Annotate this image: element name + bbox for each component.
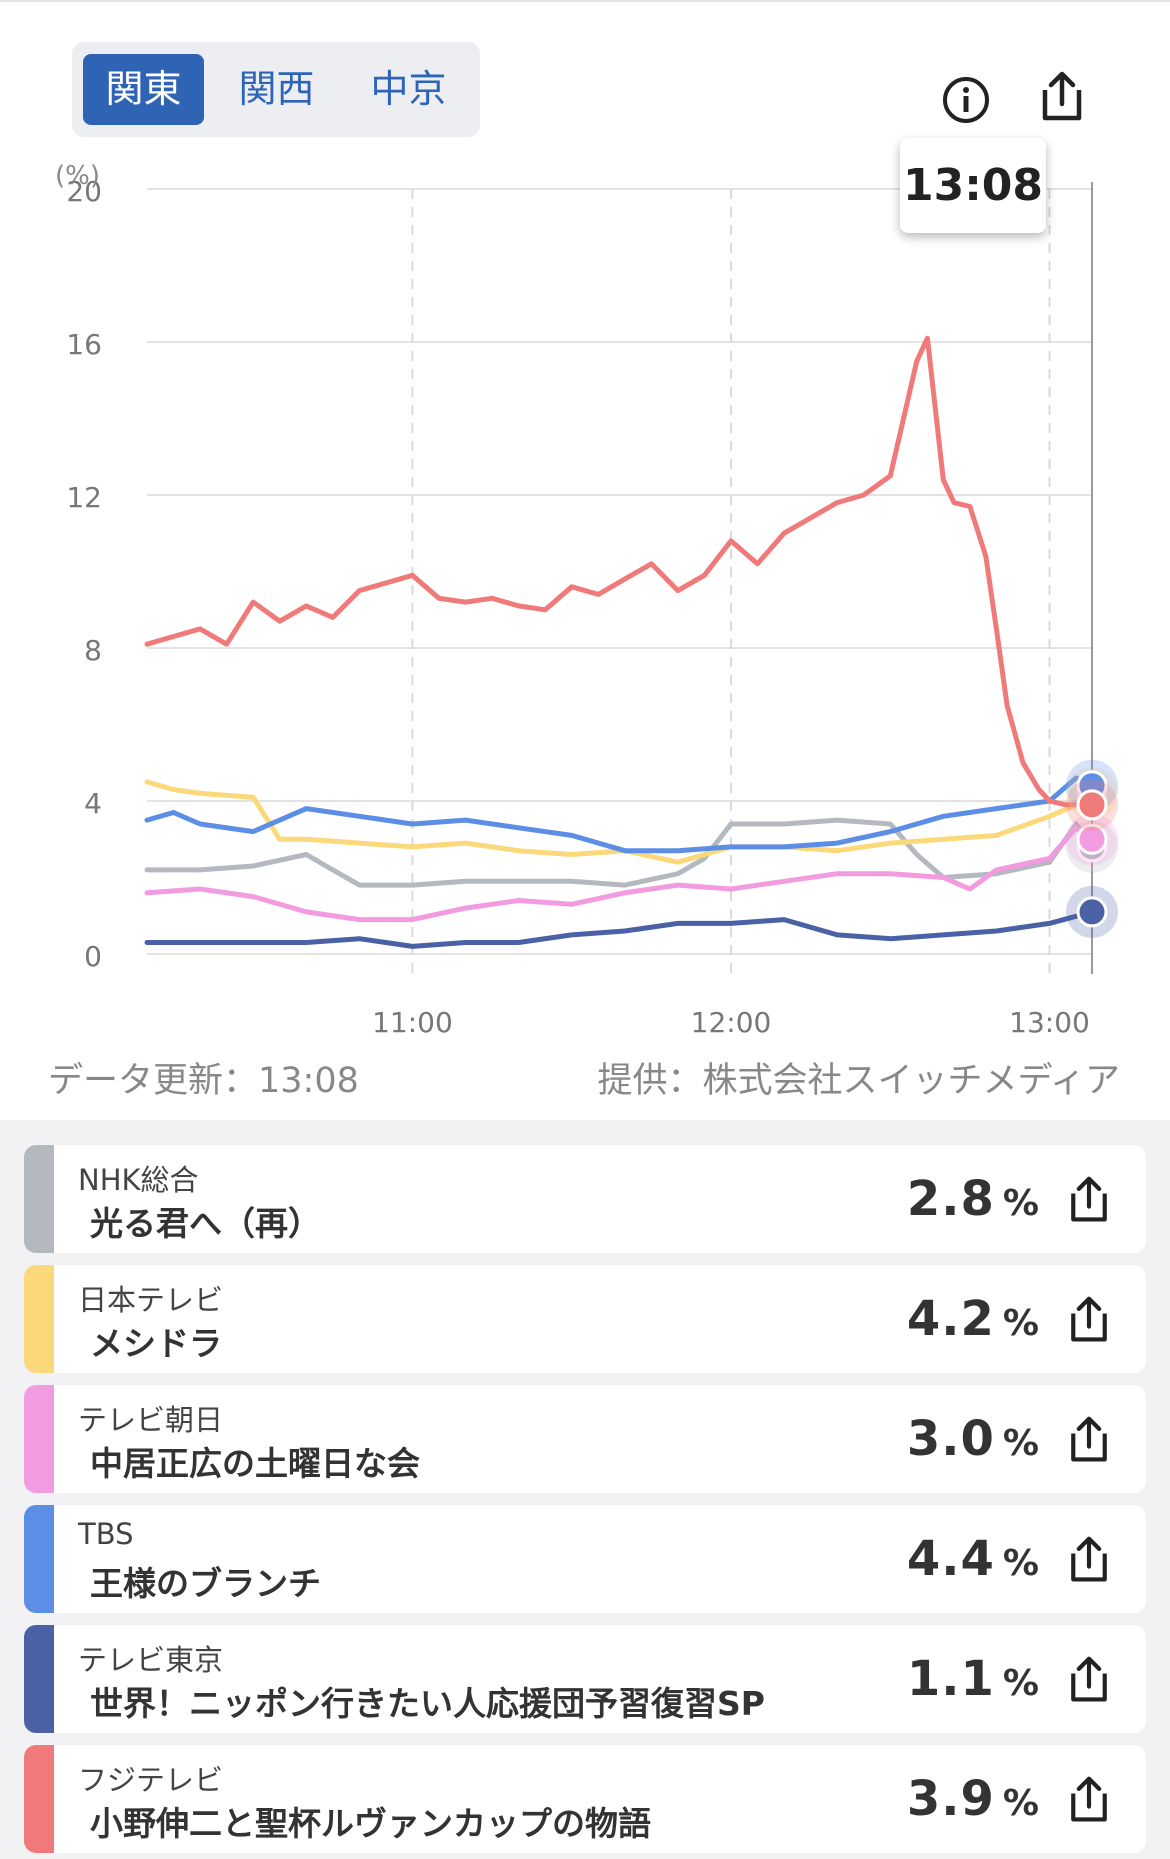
series-line-3 — [144, 775, 1095, 854]
region-tabs: 関東 関西 中京 — [72, 42, 480, 137]
channel-name: テレビ朝日 — [78, 1403, 224, 1437]
share-icon[interactable] — [1064, 1775, 1114, 1829]
series-line-4 — [144, 909, 1095, 949]
rating-value: 3.9% — [906, 1771, 1040, 1827]
y-tick-label: 16 — [66, 328, 102, 361]
y-tick-label: 12 — [66, 481, 102, 514]
channel-name: フジテレビ — [78, 1763, 224, 1797]
series-marker-4 — [1076, 896, 1108, 928]
rating-value: 4.2% — [906, 1291, 1040, 1347]
data-updated-label: データ更新：13:08 — [48, 1061, 359, 1101]
y-tick-label: 8 — [84, 634, 102, 667]
channel-color-stripe — [24, 1265, 54, 1373]
chart-panel: 関東 関西 中京 0 4 8 12 16 20 (%) 11:00 12:00 13:00 13:… — [0, 0, 1170, 1120]
program-title: 世界！ニッポン行きたい人応援団予習復習SP — [90, 1684, 765, 1723]
audience-rating-chart: 0 4 8 12 16 20(%) 11:00 12:00 13:00 — [55, 161, 1118, 1039]
program-title: 光る君へ（再） — [90, 1204, 321, 1243]
rating-value: 4.4% — [906, 1531, 1040, 1587]
series-line-1 — [144, 779, 1095, 865]
y-tick-label: 0 — [84, 940, 102, 973]
rating-value: 3.0% — [906, 1411, 1040, 1467]
series-marker-2 — [1076, 823, 1108, 855]
tab-kanto[interactable]: 関東 — [83, 54, 204, 125]
channel-card-nhk[interactable]: NHK総合 光る君へ（再） 2.8% — [24, 1145, 1146, 1253]
channel-card-fuji-tv[interactable]: フジテレビ 小野伸二と聖杯ルヴァンカップの物語 3.9% — [24, 1745, 1146, 1853]
channel-color-stripe — [24, 1625, 54, 1733]
y-axis-label: (%) — [55, 161, 100, 191]
program-title: 中居正広の土曜日な会 — [90, 1444, 420, 1483]
y-tick-label: 20 — [66, 175, 102, 208]
info-icon[interactable] — [941, 75, 991, 129]
channel-color-stripe — [24, 1385, 54, 1493]
rating-value: 2.8% — [906, 1171, 1040, 1227]
rating-value: 1.1% — [906, 1651, 1040, 1707]
series-line-2 — [144, 825, 1095, 923]
tab-kansai[interactable]: 関西 — [238, 67, 315, 111]
time-tooltip: 13:08 — [900, 138, 1046, 233]
share-icon[interactable] — [1064, 1175, 1114, 1229]
x-tick-label: 12:00 — [691, 1006, 772, 1039]
channel-card-tv-asahi[interactable]: テレビ朝日 中居正広の土曜日な会 3.0% — [24, 1385, 1146, 1493]
channel-card-ntv[interactable]: 日本テレビ メシドラ 4.2% — [24, 1265, 1146, 1373]
share-icon[interactable] — [1064, 1655, 1114, 1709]
program-title: 小野伸二と聖杯ルヴァンカップの物語 — [90, 1804, 651, 1843]
share-icon[interactable] — [1036, 70, 1088, 128]
program-title: 王様のブランチ — [90, 1564, 321, 1603]
channel-color-stripe — [24, 1505, 54, 1613]
channel-card-tbs[interactable]: TBS 王様のブランチ 4.4% — [24, 1505, 1146, 1613]
program-title: メシドラ — [90, 1324, 222, 1363]
share-icon[interactable] — [1064, 1535, 1114, 1589]
data-provider-label: 提供：株式会社スイッチメディア — [597, 1061, 1120, 1101]
series-line-5 — [144, 335, 1095, 808]
share-icon[interactable] — [1064, 1295, 1114, 1349]
share-icon[interactable] — [1064, 1415, 1114, 1469]
series-line-0 — [144, 817, 1095, 888]
channel-name: TBS — [78, 1517, 134, 1551]
tab-chukyo[interactable]: 中京 — [370, 67, 447, 111]
x-tick-label: 13:00 — [1009, 1006, 1090, 1039]
channel-name: テレビ東京 — [78, 1643, 224, 1677]
channel-name: 日本テレビ — [78, 1283, 224, 1317]
channel-color-stripe — [24, 1745, 54, 1853]
series-marker-5 — [1076, 789, 1108, 821]
channel-card-tv-tokyo[interactable]: テレビ東京 世界！ニッポン行きたい人応援団予習復習SP 1.1% — [24, 1625, 1146, 1733]
y-tick-label: 4 — [84, 787, 102, 820]
channel-name: NHK総合 — [78, 1163, 199, 1197]
channel-color-stripe — [24, 1145, 54, 1253]
x-tick-label: 11:00 — [372, 1006, 453, 1039]
